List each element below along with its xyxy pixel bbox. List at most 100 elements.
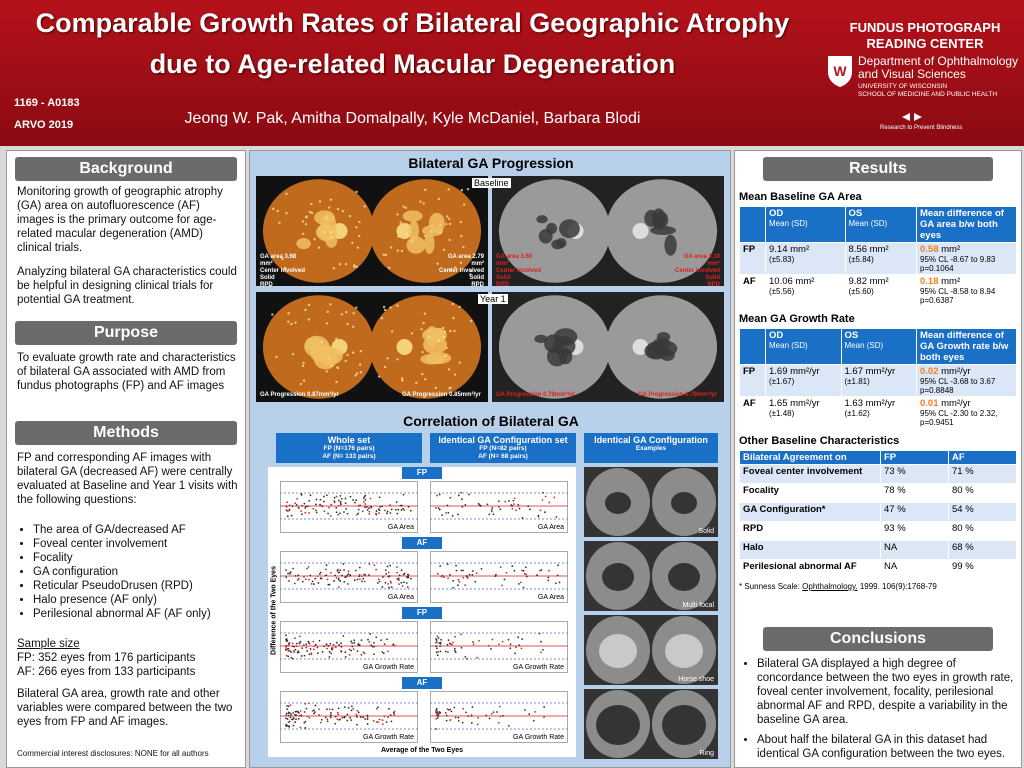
point bbox=[391, 643, 394, 646]
point bbox=[335, 506, 338, 509]
header-cell bbox=[739, 328, 766, 365]
drusen bbox=[299, 382, 302, 386]
drusen bbox=[469, 319, 473, 323]
value-cell: 1.67 mm²/yr (±1.81) bbox=[840, 364, 917, 397]
point bbox=[524, 709, 526, 711]
lesion bbox=[605, 492, 631, 514]
point bbox=[303, 721, 306, 724]
point bbox=[297, 650, 299, 652]
method-item: Foveal center involvement bbox=[33, 537, 242, 551]
point bbox=[357, 505, 360, 507]
point bbox=[497, 643, 500, 646]
point bbox=[519, 581, 522, 584]
point bbox=[457, 494, 460, 497]
plot-label: GA Growth Rate bbox=[513, 664, 564, 671]
diff-cell: 0.02 mm²/yr 95% CL -3.68 to 3.67 p=0.8848 bbox=[916, 364, 1017, 397]
drusen bbox=[402, 205, 405, 208]
point bbox=[342, 635, 345, 637]
method-item: Focality bbox=[33, 551, 242, 565]
table-cell: Focality bbox=[739, 483, 881, 503]
caption-line: Solid bbox=[705, 275, 720, 281]
drusen bbox=[436, 262, 439, 265]
point bbox=[313, 712, 315, 715]
value-line: 10.06 mm² bbox=[769, 276, 815, 287]
drusen bbox=[281, 257, 284, 261]
point bbox=[499, 715, 502, 718]
plot-label: GA Area bbox=[388, 524, 414, 531]
column-sub: AF (N= 68 pairs) bbox=[478, 453, 528, 460]
university: UNIVERSITY OF WISCONSIN bbox=[858, 83, 948, 90]
point bbox=[435, 506, 437, 509]
point bbox=[528, 713, 531, 716]
caption-line: Center involved bbox=[496, 268, 542, 274]
point bbox=[387, 583, 390, 585]
lesion bbox=[304, 335, 330, 358]
point bbox=[497, 721, 500, 724]
point bbox=[435, 714, 438, 717]
point bbox=[340, 645, 343, 648]
point bbox=[321, 651, 324, 653]
point bbox=[288, 509, 290, 512]
point bbox=[517, 504, 520, 507]
point bbox=[356, 709, 359, 712]
point bbox=[474, 580, 477, 583]
point bbox=[375, 636, 378, 639]
point bbox=[395, 501, 398, 503]
point bbox=[402, 581, 405, 584]
point bbox=[287, 714, 290, 717]
point bbox=[477, 502, 480, 505]
drusen bbox=[383, 365, 387, 369]
drusen bbox=[420, 328, 423, 331]
point bbox=[454, 635, 456, 638]
drusen bbox=[310, 211, 314, 215]
point bbox=[492, 711, 495, 714]
point bbox=[518, 644, 521, 647]
point bbox=[362, 716, 365, 719]
drusen bbox=[328, 206, 331, 209]
point bbox=[366, 714, 369, 717]
point bbox=[505, 571, 508, 574]
point bbox=[513, 497, 516, 500]
point bbox=[287, 649, 290, 652]
lesion bbox=[296, 238, 311, 250]
point bbox=[475, 572, 478, 575]
header-name: OS bbox=[844, 330, 859, 341]
point bbox=[287, 655, 290, 658]
drusen bbox=[275, 355, 278, 359]
drusen bbox=[460, 189, 464, 192]
table-row: GA Configuration* 47 % 54 % bbox=[739, 502, 1017, 522]
point bbox=[436, 716, 439, 719]
drusen bbox=[304, 216, 308, 219]
point bbox=[329, 712, 332, 714]
point bbox=[382, 723, 384, 726]
point bbox=[453, 649, 456, 652]
bland-altman-plot: GA Area bbox=[280, 481, 418, 533]
point bbox=[357, 711, 360, 714]
point bbox=[328, 506, 330, 509]
point bbox=[368, 513, 371, 515]
point bbox=[395, 566, 398, 568]
header-sub: Mean (SD) bbox=[769, 219, 808, 228]
panel-title: Correlation of Bilateral GA bbox=[403, 413, 579, 429]
paragraph: Bilateral GA area, growth rate and other… bbox=[17, 688, 233, 728]
point bbox=[445, 714, 448, 717]
point bbox=[344, 651, 347, 653]
point bbox=[555, 582, 557, 585]
drusen bbox=[318, 200, 322, 203]
sponsor: Research to Prevent Blindness bbox=[880, 125, 963, 131]
drusen bbox=[332, 267, 336, 270]
point bbox=[460, 633, 463, 636]
drusen bbox=[390, 330, 394, 333]
point bbox=[517, 636, 520, 639]
conclusion-list: Bilateral GA displayed a high degree of … bbox=[741, 657, 1017, 767]
table-cell: 71 % bbox=[948, 464, 1017, 484]
point bbox=[478, 504, 481, 506]
point bbox=[295, 503, 298, 506]
header-cell: OD Mean (SD) bbox=[765, 206, 846, 243]
drusen bbox=[448, 222, 452, 226]
header-name: Mean difference of GA area b/w both eyes bbox=[920, 208, 1004, 241]
drusen bbox=[401, 379, 404, 382]
point bbox=[453, 647, 456, 650]
row-tag: FP bbox=[402, 607, 442, 619]
